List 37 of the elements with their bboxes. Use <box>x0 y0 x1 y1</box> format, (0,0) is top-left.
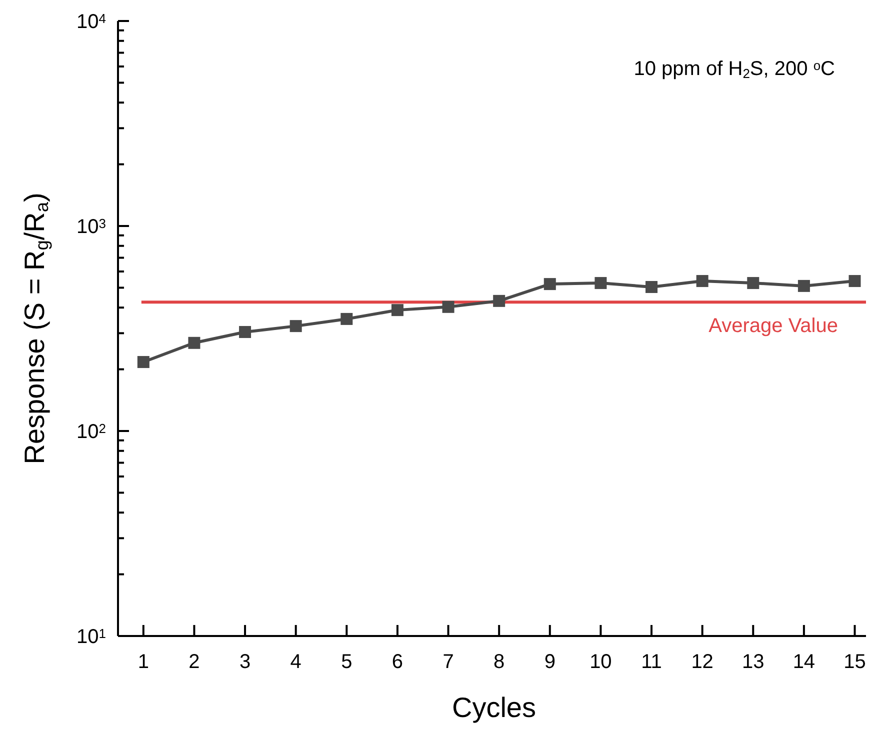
x-tick-label: 15 <box>844 651 866 673</box>
x-tick-label: 3 <box>239 651 251 673</box>
point <box>239 326 252 338</box>
x-tick-label: 4 <box>290 651 302 673</box>
point <box>747 277 760 290</box>
x-tick-label: 12 <box>691 651 714 673</box>
point <box>696 275 708 288</box>
y-tick-label: 10$^{2}$ <box>76 421 106 443</box>
point <box>188 336 200 349</box>
point <box>646 281 658 293</box>
x-tick-label: 7 <box>442 651 454 673</box>
point <box>594 277 607 290</box>
x-tick-label: 14 <box>792 651 816 673</box>
point <box>340 312 353 325</box>
point <box>391 304 404 316</box>
x-tick-label: 2 <box>188 651 200 673</box>
point <box>137 356 150 368</box>
point <box>798 280 810 292</box>
x-tick-label: 10 <box>590 651 612 673</box>
point <box>848 275 861 288</box>
x-tick-label: 8 <box>494 651 505 673</box>
point <box>544 278 556 290</box>
x-tick-label: 1 <box>138 651 149 673</box>
x-axis-title: Cycles <box>452 692 536 723</box>
y-tick-label: 10$^{4}$ <box>76 11 106 33</box>
ref-line-label: Average Value <box>708 315 838 338</box>
y-tick-label: 10$^{3}$ <box>76 216 106 238</box>
x-tick-label: 13 <box>742 651 764 673</box>
x-tick-label: 5 <box>341 651 352 673</box>
annotation: 10 ppm of H$_{2}$S, 200 $^{o}$C <box>634 58 835 81</box>
x-tick-label: 11 <box>641 651 662 673</box>
y-tick-label: 10$^{1}$ <box>76 626 106 648</box>
point <box>493 294 506 307</box>
point <box>290 320 302 332</box>
x-tick-label: 9 <box>544 651 556 673</box>
x-tick-label: 6 <box>392 651 404 673</box>
point <box>442 300 454 313</box>
